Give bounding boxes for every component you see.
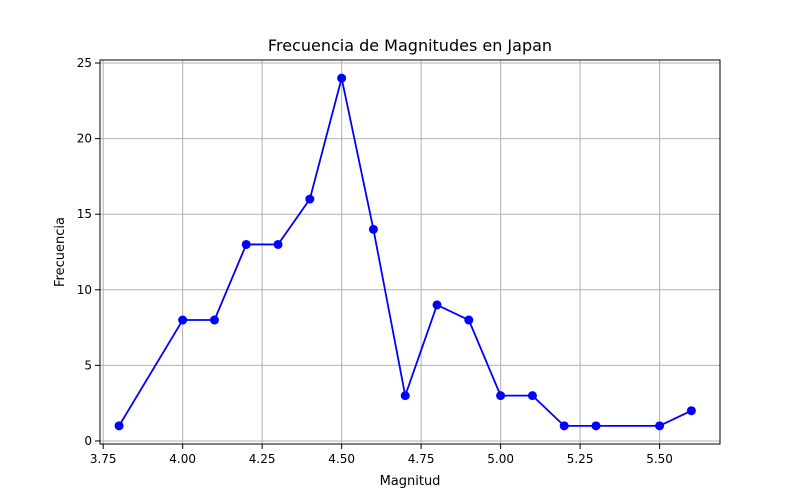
y-tick-label: 10 xyxy=(77,283,92,297)
x-tick-label: 5.00 xyxy=(487,452,514,466)
x-tick-label: 4.75 xyxy=(408,452,435,466)
data-point xyxy=(591,421,601,431)
data-point xyxy=(655,421,665,431)
x-tick-label: 3.75 xyxy=(90,452,117,466)
chart-title: Frecuencia de Magnitudes en Japan xyxy=(268,36,552,55)
x-tick-label: 4.25 xyxy=(249,452,276,466)
data-point xyxy=(686,406,696,416)
data-point xyxy=(305,194,315,204)
tick-marks: 3.75 4.00 4.25 4.50 4.75 5.00 5.25 5.50 0 5 10 15 20… xyxy=(77,56,673,466)
grid xyxy=(100,60,720,444)
data-point xyxy=(368,224,378,234)
y-tick-label: 5 xyxy=(84,358,92,372)
data-point xyxy=(114,421,124,431)
data-point xyxy=(464,315,474,325)
data-point xyxy=(241,239,251,249)
data-point xyxy=(209,315,219,325)
y-tick-label: 20 xyxy=(77,132,92,146)
y-tick-label: 15 xyxy=(77,207,92,221)
data-point xyxy=(400,391,410,401)
x-tick-label: 4.50 xyxy=(328,452,355,466)
data-point xyxy=(527,391,537,401)
y-tick-label: 25 xyxy=(77,56,92,70)
x-axis-label: Magnitud xyxy=(380,474,441,489)
data-point xyxy=(559,421,569,431)
x-tick-label: 5.25 xyxy=(567,452,594,466)
data-point xyxy=(337,73,347,83)
data-point xyxy=(496,391,506,401)
y-tick-label: 0 xyxy=(84,434,92,448)
data-point xyxy=(432,300,442,310)
data-point xyxy=(273,239,283,249)
data-point xyxy=(178,315,188,325)
y-axis-label: Frecuencia xyxy=(53,217,68,287)
x-tick-label: 4.00 xyxy=(169,452,196,466)
series-layer xyxy=(114,73,696,431)
plot-area-frame xyxy=(99,59,721,445)
x-tick-label: 5.50 xyxy=(646,452,673,466)
